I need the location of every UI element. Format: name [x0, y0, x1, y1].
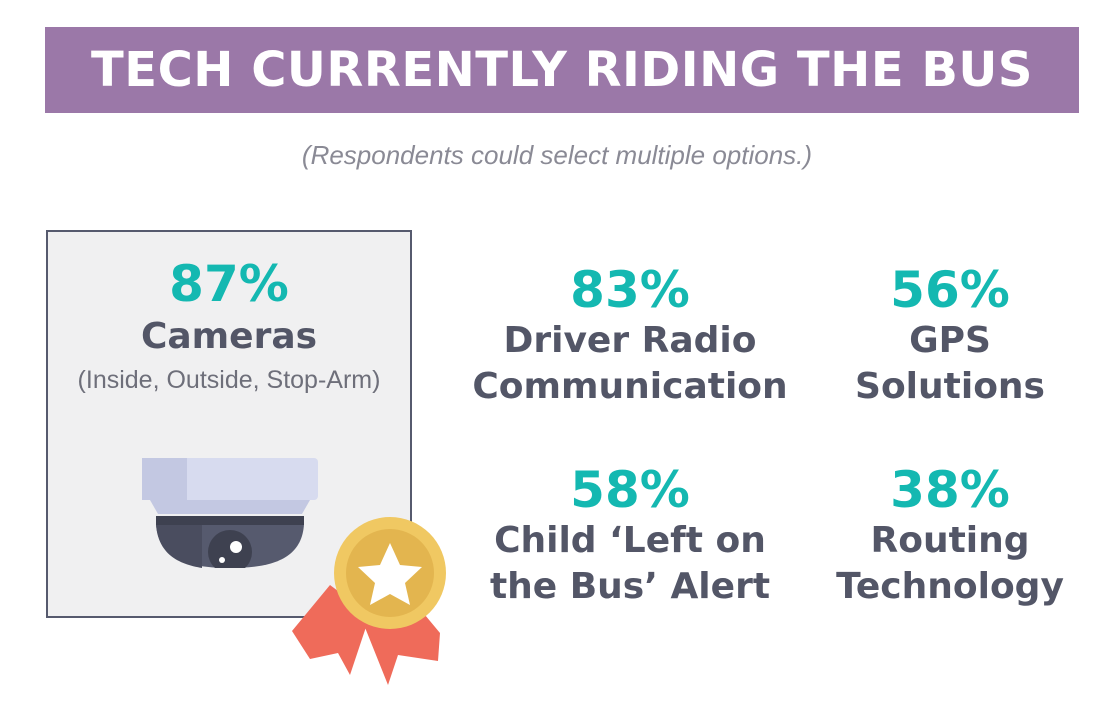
stat-label: Routing Technology [800, 518, 1100, 610]
security-camera-icon [142, 458, 318, 568]
featured-percent: 87% [169, 255, 289, 313]
stat-label-line: Solutions [855, 366, 1045, 407]
stat-label: Driver Radio Communication [470, 318, 790, 410]
page-title: TECH CURRENTLY RIDING THE BUS [91, 42, 1033, 98]
stat-percent: 83% [570, 261, 690, 319]
stat-label-line: Communication [472, 366, 788, 407]
stat-routing: 38% Routing Technology [800, 462, 1100, 610]
featured-note: (Inside, Outside, Stop-Arm) [77, 366, 381, 394]
stat-label-line: Driver Radio [503, 320, 757, 361]
stat-gps: 56% GPS Solutions [820, 262, 1080, 410]
title-banner: TECH CURRENTLY RIDING THE BUS [45, 27, 1079, 113]
featured-label: Cameras [140, 316, 318, 357]
stat-percent: 38% [890, 461, 1010, 519]
stat-label-line: GPS [909, 320, 991, 361]
stat-label-line: Child ‘Left on [494, 520, 766, 561]
stat-label: Child ‘Left on the Bus’ Alert [470, 518, 790, 610]
stat-child-alert: 58% Child ‘Left on the Bus’ Alert [470, 462, 790, 610]
stat-label-line: Routing [870, 520, 1030, 561]
stat-label: GPS Solutions [820, 318, 1080, 410]
stat-driver-radio: 83% Driver Radio Communication [470, 262, 790, 410]
subtitle: (Respondents could select multiple optio… [301, 140, 813, 170]
stat-percent: 56% [890, 261, 1010, 319]
stat-percent: 58% [570, 461, 690, 519]
award-ribbon-icon [292, 517, 446, 685]
stat-label-line: Technology [836, 566, 1064, 607]
stat-label-line: the Bus’ Alert [489, 566, 771, 607]
